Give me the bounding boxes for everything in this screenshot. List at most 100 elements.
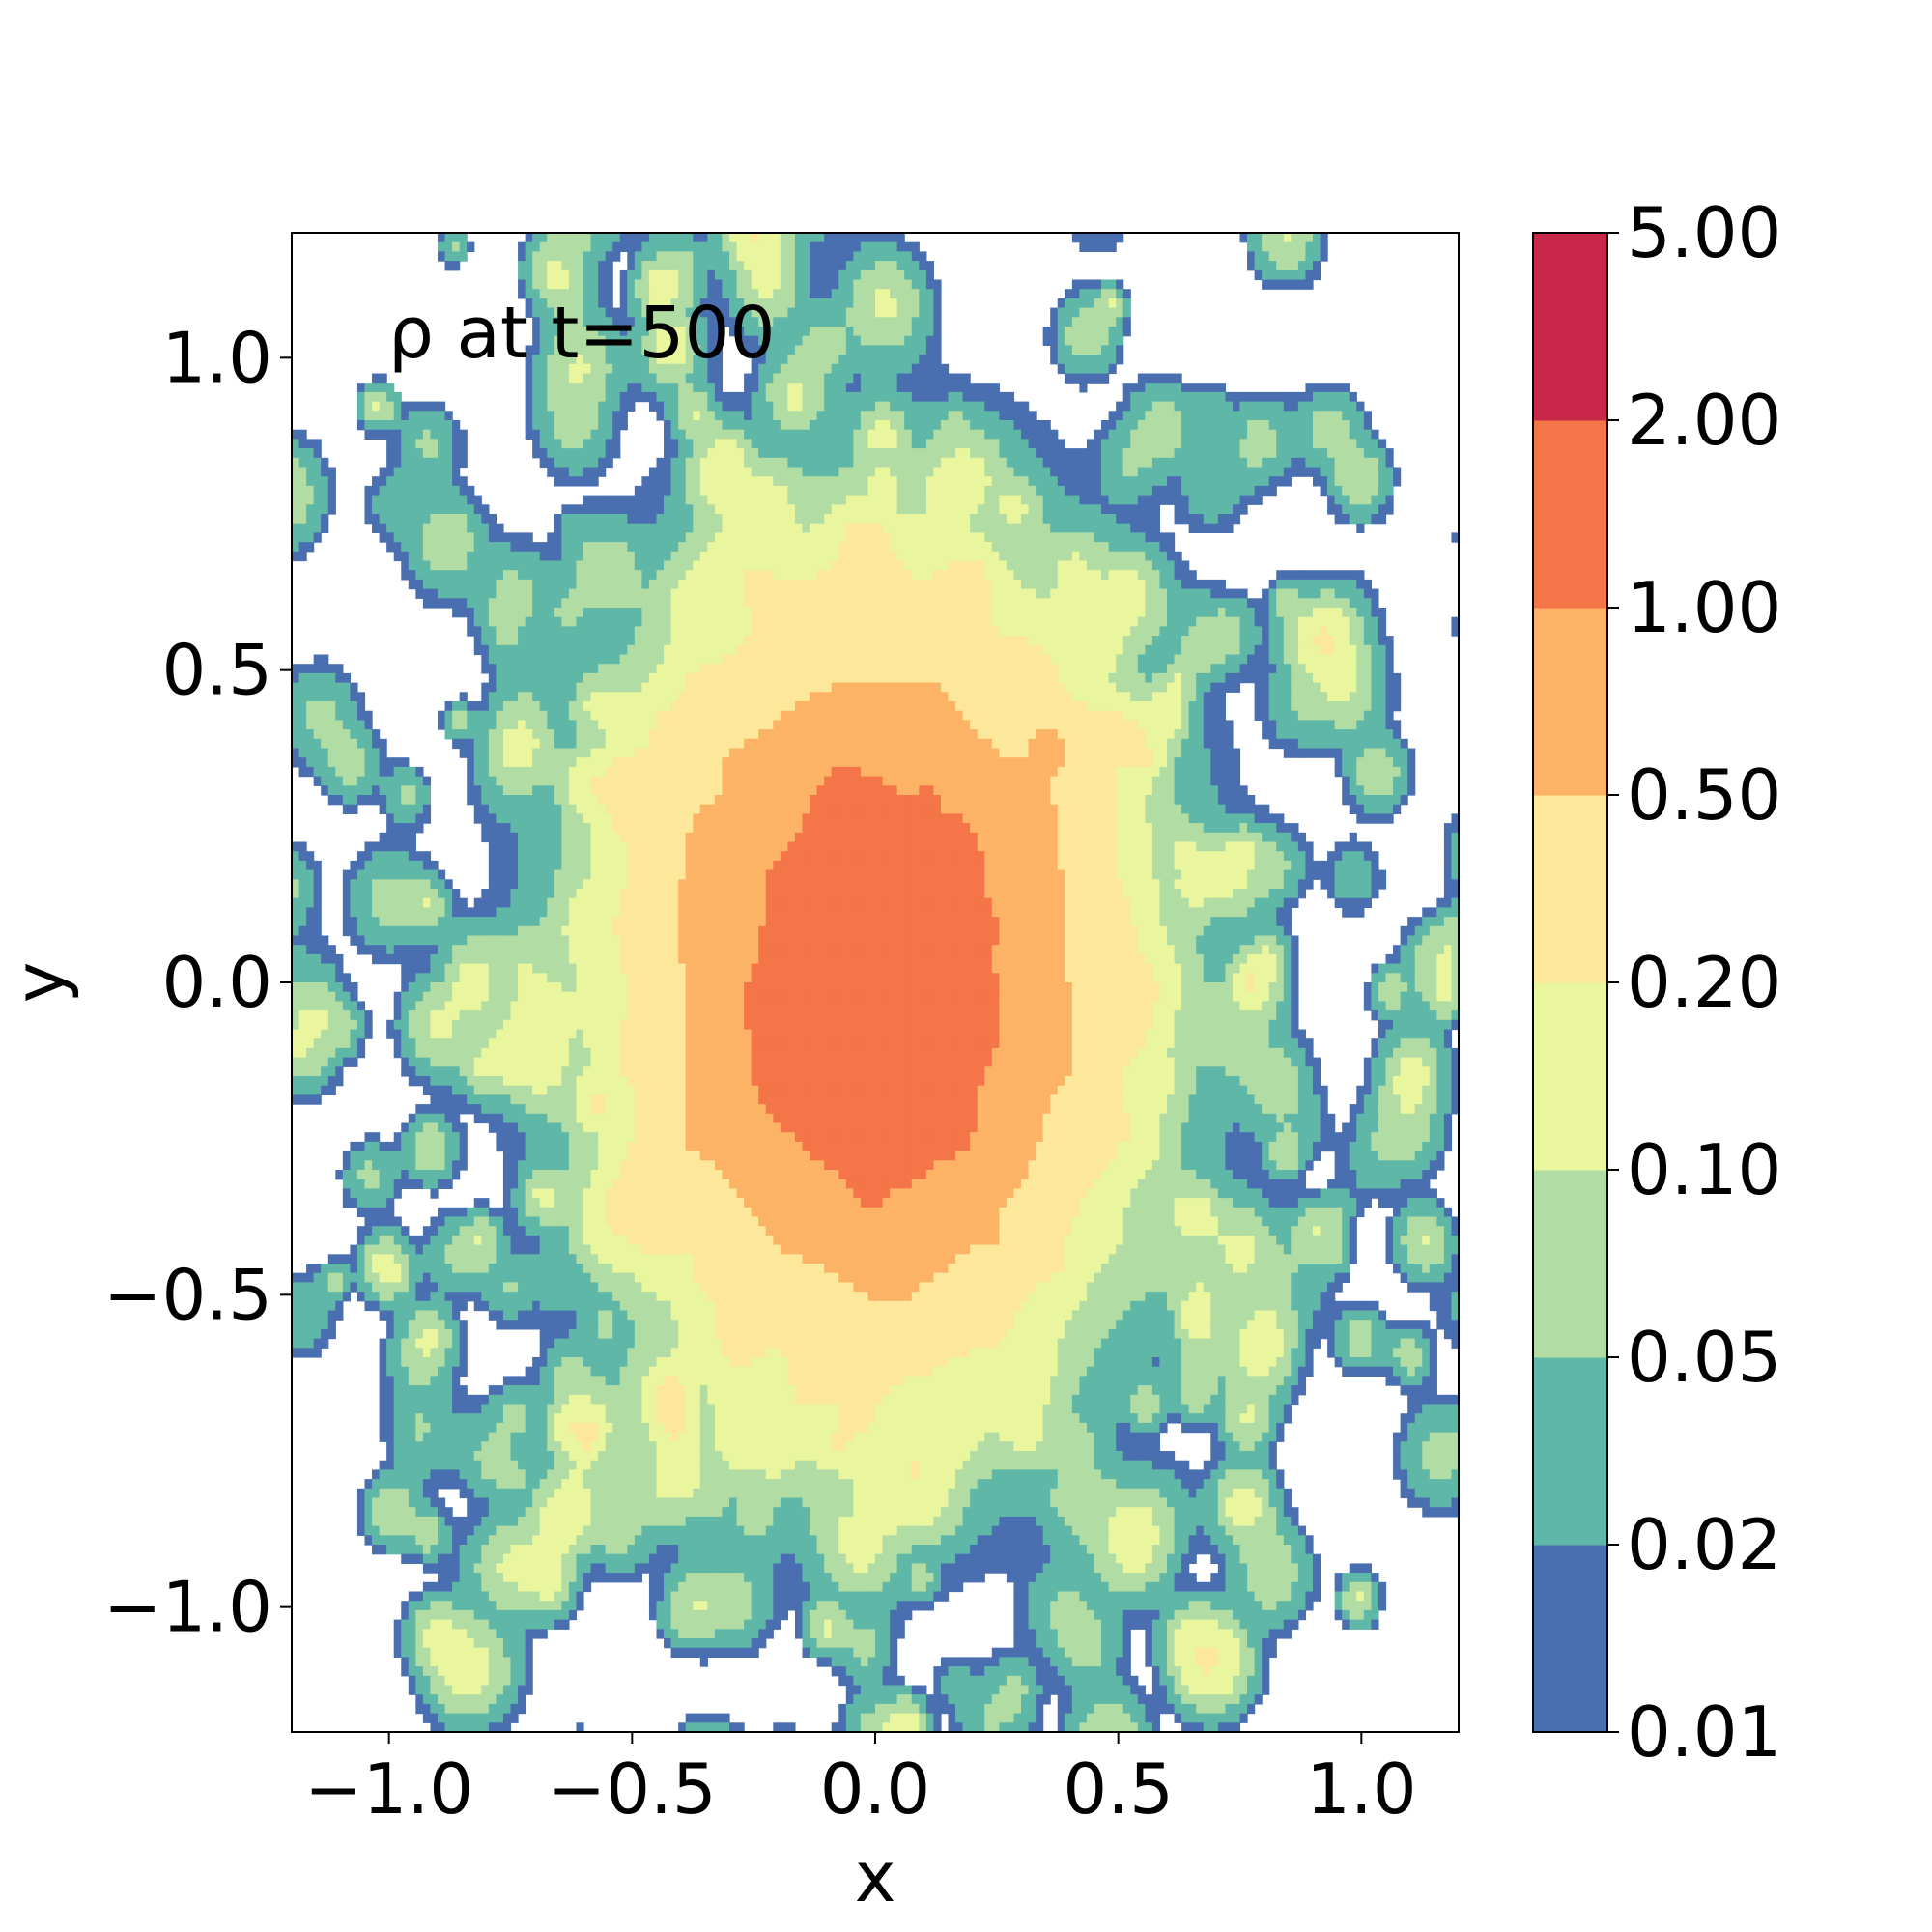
- contour-cell: [1079, 617, 1087, 627]
- contour-cell: [810, 636, 817, 645]
- contour-cell: [1167, 645, 1175, 655]
- contour-cell: [984, 552, 992, 561]
- contour-cell: [1159, 458, 1167, 468]
- contour-cell: [511, 645, 519, 655]
- contour-cell: [321, 683, 328, 693]
- contour-cell: [1013, 645, 1021, 655]
- contour-cell: [678, 617, 686, 627]
- contour-cell: [955, 542, 963, 552]
- contour-cell: [1233, 626, 1240, 636]
- contour-cell: [1181, 626, 1189, 636]
- contour-cell: [569, 392, 577, 402]
- contour-cell: [853, 374, 861, 384]
- contour-cell: [1123, 617, 1131, 627]
- contour-cell: [1335, 626, 1343, 636]
- contour-cell: [1196, 636, 1204, 645]
- contour-cell: [503, 664, 511, 673]
- contour-cell: [824, 336, 832, 346]
- contour-cell: [883, 355, 891, 364]
- contour-cell: [693, 561, 700, 571]
- contour-cell: [423, 439, 431, 448]
- contour-cell: [766, 645, 774, 655]
- contour-cell: [292, 448, 299, 458]
- contour-cell: [832, 280, 839, 290]
- contour-cell: [496, 532, 503, 542]
- contour-cell: [547, 608, 554, 617]
- contour-cell: [1305, 233, 1313, 242]
- contour-cell: [1284, 589, 1292, 599]
- contour-cell: [803, 486, 810, 496]
- contour-cell: [306, 524, 314, 533]
- contour-cell: [758, 411, 766, 420]
- contour-cell: [744, 608, 752, 617]
- contour-cell: [926, 468, 934, 477]
- contour-cell: [970, 524, 978, 533]
- contour-cell: [744, 448, 752, 458]
- contour-cell: [722, 664, 729, 673]
- contour-cell: [890, 532, 897, 542]
- contour-cell: [576, 514, 583, 524]
- contour-cell: [452, 589, 460, 599]
- contour-cell: [941, 420, 949, 430]
- contour-cell: [722, 561, 729, 571]
- contour-cell: [1013, 514, 1021, 524]
- contour-cell: [1036, 664, 1043, 673]
- contour-cell: [795, 383, 803, 392]
- contour-cell: [897, 645, 905, 655]
- contour-cell: [1356, 589, 1364, 599]
- contour-cell: [838, 561, 846, 571]
- contour-cell: [1196, 589, 1204, 599]
- contour-cell: [933, 298, 941, 308]
- contour-cell: [1327, 626, 1335, 636]
- contour-cell: [1101, 580, 1109, 589]
- contour-cell: [1321, 383, 1328, 392]
- contour-cell: [1327, 645, 1335, 655]
- contour-cell: [1247, 476, 1255, 486]
- contour-cell: [1013, 626, 1021, 636]
- contour-cell: [1130, 383, 1138, 392]
- contour-cell: [576, 242, 583, 252]
- contour-cell: [1109, 411, 1117, 420]
- contour-cell: [693, 524, 700, 533]
- contour-cell: [635, 645, 642, 655]
- contour-cell: [335, 683, 343, 693]
- contour-cell: [838, 298, 846, 308]
- contour-cell: [532, 242, 540, 252]
- contour-cell: [787, 552, 795, 561]
- contour-cell: [853, 532, 861, 542]
- contour-cell: [795, 645, 803, 655]
- contour-cell: [496, 561, 503, 571]
- contour-cell: [949, 655, 956, 665]
- contour-cell: [1167, 561, 1175, 571]
- contour-cell: [926, 355, 934, 364]
- contour-cell: [1152, 458, 1160, 468]
- contour-cell: [1043, 327, 1051, 336]
- contour-cell: [678, 570, 686, 580]
- contour-cell: [686, 476, 694, 486]
- contour-cell: [394, 504, 402, 514]
- contour-cell: [853, 364, 861, 374]
- contour-cell: [561, 524, 569, 533]
- contour-cell: [926, 486, 934, 496]
- contour-cell: [467, 626, 474, 636]
- contour-cell: [970, 496, 978, 505]
- contour-cell: [1072, 355, 1080, 364]
- contour-cell: [810, 626, 817, 636]
- contour-cell: [386, 420, 394, 430]
- contour-cell: [729, 270, 737, 280]
- contour-cell: [445, 486, 453, 496]
- contour-cell: [1321, 439, 1328, 448]
- contour-cell: [1145, 626, 1152, 636]
- contour-cell: [671, 496, 679, 505]
- contour-cell: [1013, 486, 1021, 496]
- contour-cell: [722, 486, 729, 496]
- contour-cell: [1175, 496, 1182, 505]
- contour-cell: [591, 448, 599, 458]
- contour-cell: [707, 402, 715, 412]
- contour-cell: [1065, 580, 1072, 589]
- contour-cell: [1276, 589, 1284, 599]
- contour-cell: [853, 392, 861, 402]
- contour-cell: [744, 242, 752, 252]
- contour-cell: [1371, 439, 1378, 448]
- contour-cell: [758, 673, 766, 683]
